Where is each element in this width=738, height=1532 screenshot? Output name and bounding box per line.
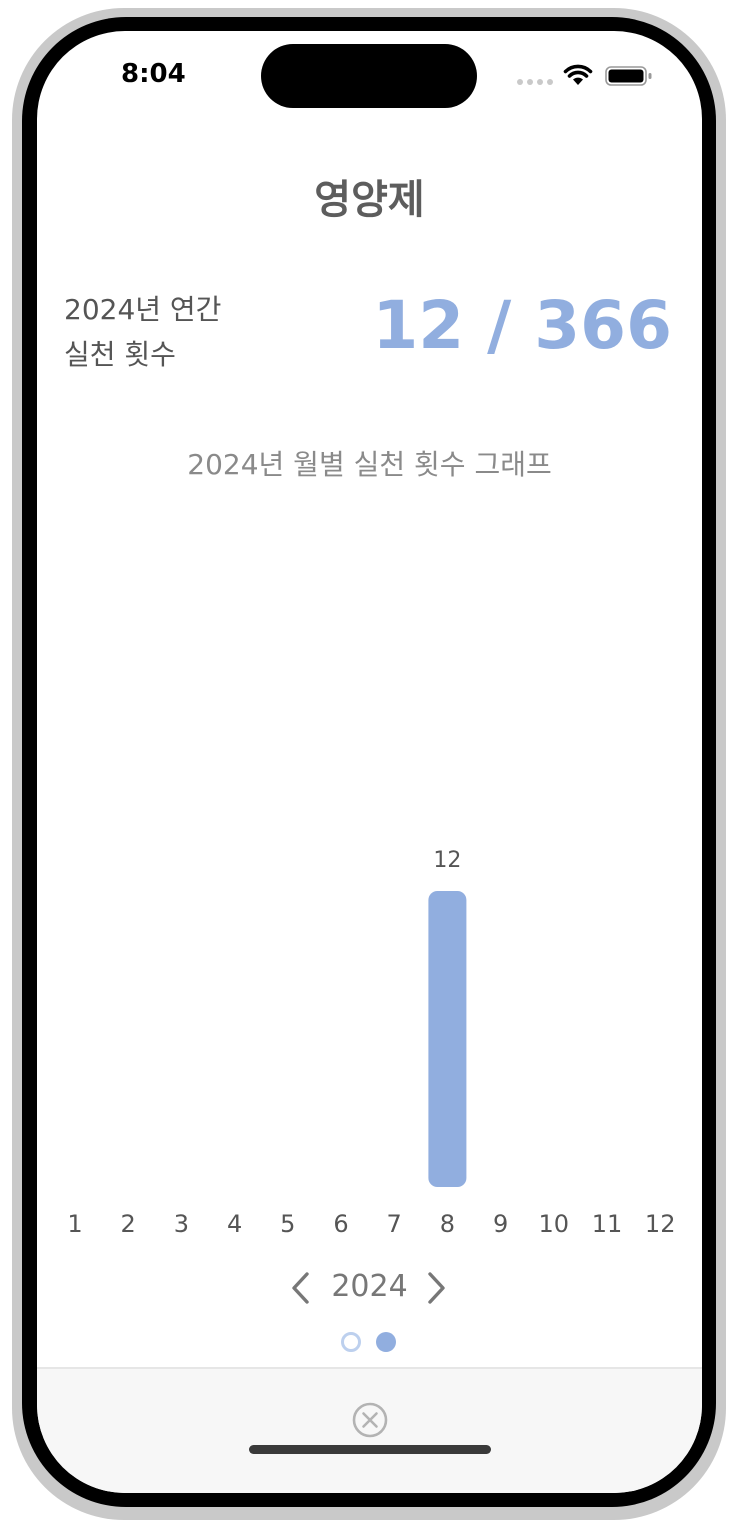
bar-value-label: 12 bbox=[433, 848, 461, 873]
x-tick-label: 7 bbox=[387, 1210, 402, 1238]
page-indicator-dot-2[interactable] bbox=[376, 1332, 396, 1352]
x-tick-label: 5 bbox=[280, 1210, 295, 1238]
x-tick-label: 10 bbox=[539, 1210, 570, 1238]
x-tick-label: 11 bbox=[592, 1210, 623, 1238]
page-indicator-dot-1[interactable] bbox=[341, 1332, 361, 1352]
home-indicator bbox=[249, 1445, 491, 1454]
x-tick-label: 1 bbox=[67, 1210, 82, 1238]
x-tick-label: 3 bbox=[174, 1210, 189, 1238]
annual-count-label-line2: 실천 횟수 bbox=[64, 338, 176, 371]
year-label: 2024 bbox=[331, 1269, 408, 1304]
x-tick-label: 9 bbox=[493, 1210, 508, 1238]
x-tick-label: 6 bbox=[333, 1210, 348, 1238]
annual-count-label-line1: 2024년 연간 bbox=[64, 293, 222, 326]
x-tick-label: 12 bbox=[645, 1210, 676, 1238]
x-tick-label: 4 bbox=[227, 1210, 242, 1238]
battery-icon bbox=[605, 66, 652, 86]
bar-month-8 bbox=[428, 891, 467, 1187]
wifi-icon bbox=[563, 64, 593, 85]
annual-count-value: 12 / 366 bbox=[372, 287, 672, 364]
dynamic-island bbox=[261, 44, 477, 108]
screen: 8:04 영양제 2024년 연간 실천 횟수 12 / 366 2024년 월… bbox=[37, 31, 702, 1493]
status-time: 8:04 bbox=[121, 59, 186, 89]
bottom-bar bbox=[37, 1367, 702, 1493]
year-navigator: 2024 bbox=[37, 1267, 702, 1307]
close-circle-icon[interactable] bbox=[351, 1401, 389, 1439]
page-title: 영양제 bbox=[314, 177, 425, 223]
chevron-left-icon[interactable] bbox=[289, 1271, 311, 1305]
annual-count-label: 2024년 연간 실천 횟수 bbox=[64, 287, 284, 377]
cellular-signal-icon bbox=[517, 79, 553, 85]
graph-title: 2024년 월별 실천 횟수 그래프 bbox=[187, 448, 552, 481]
x-tick-label: 2 bbox=[121, 1210, 136, 1238]
chevron-right-icon[interactable] bbox=[426, 1271, 448, 1305]
x-tick-label: 8 bbox=[440, 1210, 455, 1238]
